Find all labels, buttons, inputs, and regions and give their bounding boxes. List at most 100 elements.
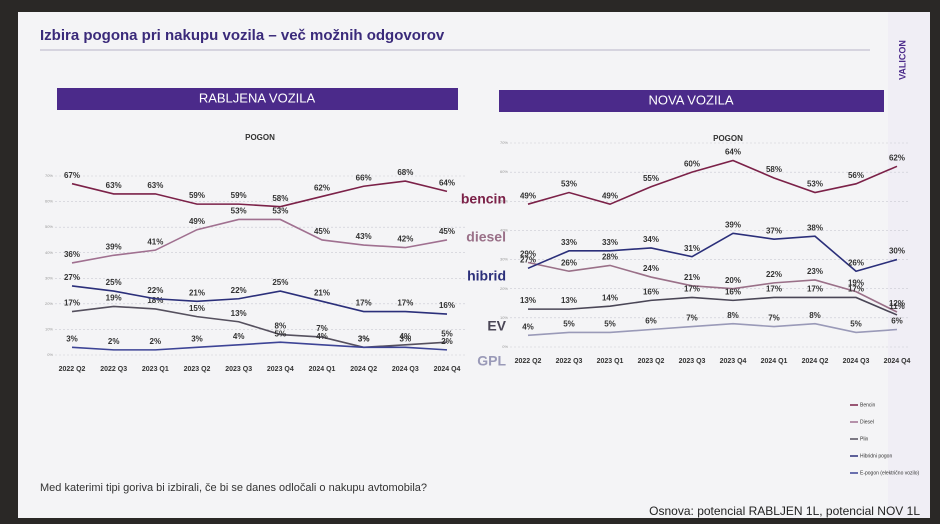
data-label: 5% xyxy=(441,329,453,338)
footnote: Osnova: potencial RABLJEN 1L, potencial … xyxy=(649,504,920,518)
x-tick-label: 2022 Q2 xyxy=(515,358,542,365)
x-tick-label: 2022 Q3 xyxy=(100,366,127,373)
data-label: 53% xyxy=(807,180,823,189)
slide-title: Izbira pogona pri nakupu vozila – več mo… xyxy=(40,27,445,44)
data-label: 64% xyxy=(439,178,455,187)
series-line xyxy=(527,159,898,206)
x-tick-label: 2024 Q1 xyxy=(309,366,336,373)
data-label: 59% xyxy=(189,191,205,200)
data-label: 17% xyxy=(64,299,80,308)
data-label: 17% xyxy=(397,299,413,308)
series-line xyxy=(71,285,448,315)
y-tick-label: 40% xyxy=(500,227,508,232)
series-line xyxy=(527,232,898,273)
data-label: 18% xyxy=(147,296,163,305)
chart-subtitle: POGON xyxy=(713,134,743,143)
data-label: 4% xyxy=(316,332,328,341)
legend-label: E-pogon (električno vozilo) xyxy=(860,470,920,476)
data-label: 24% xyxy=(643,264,659,273)
data-label: 60% xyxy=(684,159,700,168)
data-label: 41% xyxy=(147,237,163,246)
y-tick-label: 70% xyxy=(45,173,53,178)
x-tick-label: 2022 Q2 xyxy=(59,366,86,373)
x-tick-label: 2023 Q3 xyxy=(679,358,706,365)
data-label: 21% xyxy=(314,288,330,297)
x-tick-label: 2024 Q3 xyxy=(843,358,870,365)
data-label: 42% xyxy=(397,235,413,244)
data-label: 30% xyxy=(889,247,905,256)
data-label: 45% xyxy=(439,227,455,236)
data-label: 45% xyxy=(314,227,330,236)
data-label: 5% xyxy=(275,329,287,338)
data-label: 31% xyxy=(684,244,700,253)
y-tick-label: 50% xyxy=(45,224,53,229)
data-label: 12% xyxy=(889,299,905,308)
data-label: 20% xyxy=(725,276,741,285)
data-label: 19% xyxy=(848,279,864,288)
series-label: diesel xyxy=(466,229,506,245)
series-line xyxy=(527,322,898,337)
series-label: EV xyxy=(487,318,506,334)
data-label: 5% xyxy=(850,320,862,329)
y-tick-label: 30% xyxy=(500,257,508,262)
data-label: 16% xyxy=(439,301,455,310)
legend-label: Diesel xyxy=(860,419,874,425)
data-label: 22% xyxy=(231,286,247,295)
data-label: 36% xyxy=(64,250,80,259)
data-label: 56% xyxy=(848,171,864,180)
data-label: 53% xyxy=(231,207,247,216)
y-tick-label: 30% xyxy=(45,275,53,280)
y-tick-label: 0% xyxy=(502,344,508,349)
data-label: 67% xyxy=(64,171,80,180)
data-label: 59% xyxy=(231,191,247,200)
data-label: 64% xyxy=(725,148,741,157)
data-label: 66% xyxy=(356,173,372,182)
data-label: 13% xyxy=(520,296,536,305)
data-label: 6% xyxy=(891,317,903,326)
data-label: 3% xyxy=(191,334,203,343)
data-label: 2% xyxy=(150,337,162,346)
data-label: 29% xyxy=(520,250,536,259)
data-label: 7% xyxy=(316,324,328,333)
data-label: 4% xyxy=(400,332,412,341)
chart-title: NOVA VOZILA xyxy=(648,92,733,107)
data-label: 4% xyxy=(233,332,245,341)
data-label: 58% xyxy=(766,165,782,174)
series-label: bencin xyxy=(461,191,506,207)
data-label: 14% xyxy=(602,293,618,302)
series-line xyxy=(71,341,448,351)
x-tick-label: 2023 Q4 xyxy=(720,358,747,365)
x-tick-label: 2022 Q3 xyxy=(556,358,583,365)
x-tick-label: 2023 Q2 xyxy=(638,358,665,365)
data-label: 26% xyxy=(561,258,577,267)
data-label: 17% xyxy=(848,285,864,294)
data-label: 3% xyxy=(66,334,78,343)
data-label: 13% xyxy=(231,309,247,318)
header-bar xyxy=(499,90,884,112)
y-tick-label: 10% xyxy=(500,315,508,320)
chart-title: RABLJENA VOZILA xyxy=(199,90,316,105)
data-label: 4% xyxy=(522,322,534,331)
brand: VALICON xyxy=(897,40,907,80)
series-line xyxy=(71,180,448,208)
y-tick-label: 60% xyxy=(45,199,53,204)
legend-label: Plin xyxy=(860,436,869,442)
data-label: 17% xyxy=(684,285,700,294)
y-tick-label: 70% xyxy=(500,140,508,145)
data-label: 33% xyxy=(561,238,577,247)
data-label: 2% xyxy=(108,337,120,346)
x-tick-label: 2024 Q1 xyxy=(761,358,788,365)
data-label: 27% xyxy=(64,273,80,282)
data-label: 6% xyxy=(645,317,657,326)
data-label: 17% xyxy=(766,285,782,294)
series-label: GPL xyxy=(477,353,506,369)
x-tick-label: 2023 Q1 xyxy=(142,366,169,373)
data-label: 3% xyxy=(400,334,412,343)
data-label: 8% xyxy=(809,311,821,320)
y-tick-label: 20% xyxy=(500,286,508,291)
y-tick-label: 60% xyxy=(500,169,508,174)
data-label: 17% xyxy=(807,285,823,294)
data-label: 38% xyxy=(807,223,823,232)
data-label: 62% xyxy=(889,153,905,162)
data-label: 22% xyxy=(766,270,782,279)
